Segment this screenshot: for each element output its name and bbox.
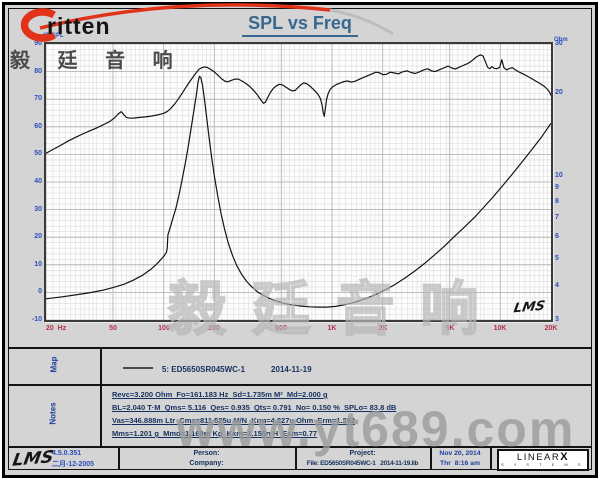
notes-section-label: Notes [48, 402, 58, 425]
legend-date: 2014-11-19 [271, 365, 312, 374]
x-axis-tick: 50 [109, 325, 117, 332]
right-axis-tick: 5 [555, 255, 559, 262]
right-axis-tick: 30 [555, 40, 563, 47]
x-axis-tick: 500 [275, 325, 287, 332]
left-axis-tick: 0 [38, 288, 42, 295]
notes-line-2: BL=2.040 T·M Qms= 5.116 Qes= 0.935 Qts= … [112, 403, 397, 412]
left-axis-tick: 30 [34, 206, 42, 213]
right-axis-tick: 6 [555, 233, 559, 240]
grid-lines [45, 43, 551, 321]
brand-chinese-text: 毅 廷 音 响 [10, 50, 184, 72]
right-axis-tick: 3 [555, 316, 559, 323]
footer-time: Thr 8:16 am [439, 460, 481, 467]
left-axis-tick: -10 [31, 316, 42, 323]
chart-title-wrap: SPL vs Freq [150, 13, 450, 37]
right-axis-tick: 8 [555, 198, 559, 205]
footer-divider-2 [295, 448, 297, 470]
right-axis-unit-label: Ohm [554, 37, 568, 43]
left-axis-tick: 50 [34, 150, 42, 157]
linearx-x: X [560, 451, 570, 463]
notes-line-1: Revc=3.200 Ohm Fo=161.183 Hz Sd=1.735m M… [112, 390, 328, 399]
curve-legend: 5: ED5650SR045WC-1 2014-11-19 [114, 356, 312, 383]
right-axis-tick: 7 [555, 214, 559, 221]
linearx-logo-top: LINEARX [516, 451, 570, 463]
x-axis-tick: 2K [378, 325, 388, 332]
x-axis-tick: 5K [445, 325, 455, 332]
footer-divider-4 [490, 448, 492, 470]
left-axis-tick: 80 [34, 68, 42, 75]
footer-date: Nov 20, 2014 [439, 450, 481, 457]
right-axis-tick: 20 [555, 89, 563, 96]
left-axis-tick: 40 [34, 178, 42, 185]
chart-canvas [45, 43, 552, 321]
x-axis-tick: 1K [327, 325, 337, 332]
spl-curve [45, 54, 552, 154]
app-version-date: 二月-12-2005 [52, 461, 95, 468]
lms-footer-logo: LMS [11, 447, 55, 471]
linearx-logo-sub: S Y S T E M S [501, 462, 585, 467]
project-label: Project: [349, 450, 376, 457]
x-axis-tick: 100 [158, 325, 170, 332]
x-axis-tick: 20 Hz [46, 325, 67, 332]
x-axis-tick: 200 [208, 325, 220, 332]
bottom-watermark: www.yt689.com [176, 401, 576, 457]
legend-line-sample [122, 367, 153, 369]
impedance-curve [45, 75, 552, 308]
right-axis-tick: 10 [555, 172, 563, 179]
divider-notes-footer [9, 446, 591, 448]
left-axis-tick: 10 [34, 261, 42, 268]
legend-curve-name: 5: ED5650SR045WC-1 [161, 365, 246, 374]
left-axis-tick: 20 [34, 233, 42, 240]
right-axis-tick: 4 [555, 282, 559, 289]
notes-line-3: Vas=346.888m Ltr Cms=811.525u M/N Krm=4.… [112, 416, 356, 425]
linearx-logo: LINEARX S Y S T E M S [497, 449, 589, 471]
notes-label-divider [100, 386, 102, 446]
left-axis-tick: 60 [34, 123, 42, 130]
x-axis-tick: 10K [493, 325, 507, 332]
footer-divider-3 [430, 448, 432, 470]
person-label: Person: [193, 450, 220, 457]
file-name: File: ED5650SR045WC-1 2014-11-19.lib [306, 460, 419, 467]
footer-divider-1 [118, 448, 120, 470]
divider-map-notes [9, 384, 591, 386]
brand-name: ritten [47, 13, 111, 39]
left-axis-tick: 70 [34, 95, 42, 102]
x-axis-tick: 20K [544, 325, 558, 332]
center-watermark: 毅 廷 音 响 [167, 277, 484, 342]
map-label-divider [100, 349, 102, 384]
divider-chart-map [9, 347, 591, 349]
lms-plot-logo: LMS [512, 298, 547, 317]
company-label: Company: [189, 460, 224, 467]
notes-line-4: Mms=1.201 g Mmd=1.160m Kg Kxm=1.155n H E… [112, 429, 318, 438]
brand-swoosh-icon [20, 3, 394, 42]
app-version: 4.5.0.351 [52, 450, 82, 457]
right-axis-tick: 9 [555, 184, 559, 191]
chart-title: SPL vs Freq [242, 13, 358, 37]
spl-impedance-plot [45, 43, 552, 321]
left-axis-tick: 90 [34, 40, 42, 47]
map-section-label: Map [49, 356, 59, 373]
